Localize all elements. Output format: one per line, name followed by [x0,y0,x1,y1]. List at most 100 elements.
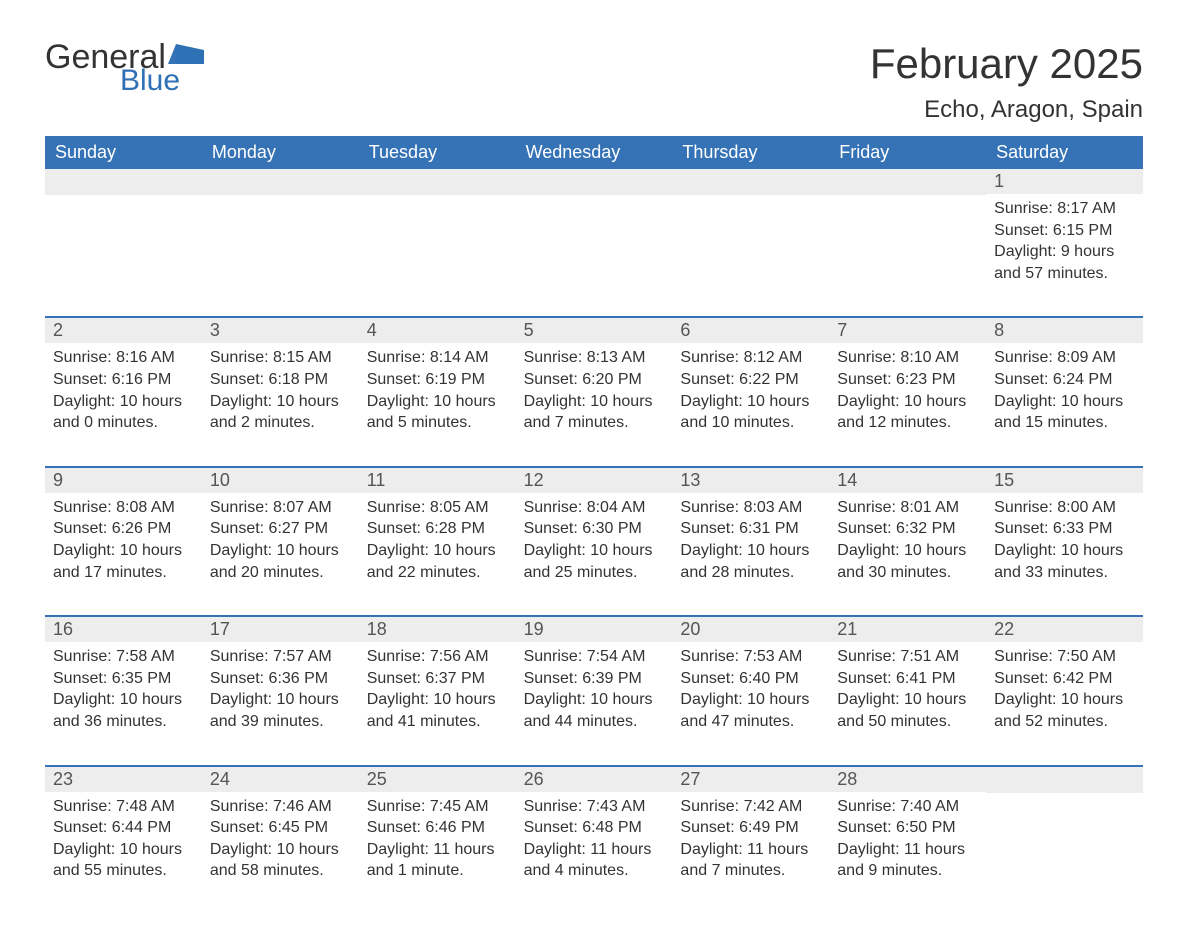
sunset-text: Sunset: 6:28 PM [367,518,508,540]
day-cell: 19Sunrise: 7:54 AMSunset: 6:39 PMDayligh… [516,617,673,736]
sunset-text: Sunset: 6:42 PM [994,668,1135,690]
day-details: Sunrise: 8:08 AMSunset: 6:26 PMDaylight:… [47,493,200,583]
daylight-text: Daylight: 10 hours and 36 minutes. [53,689,194,732]
sunrise-text: Sunrise: 7:45 AM [367,796,508,818]
sunrise-text: Sunrise: 7:46 AM [210,796,351,818]
sunset-text: Sunset: 6:49 PM [680,817,821,839]
day-cell: 3Sunrise: 8:15 AMSunset: 6:18 PMDaylight… [202,318,359,437]
sunrise-text: Sunrise: 7:53 AM [680,646,821,668]
day-details: Sunrise: 8:13 AMSunset: 6:20 PMDaylight:… [518,343,671,433]
day-number: 2 [45,318,202,343]
day-details: Sunrise: 7:51 AMSunset: 6:41 PMDaylight:… [831,642,984,732]
day-number: 1 [986,169,1143,194]
daylight-text: Daylight: 11 hours and 4 minutes. [524,839,665,882]
day-details: Sunrise: 7:57 AMSunset: 6:36 PMDaylight:… [204,642,357,732]
day-number: 27 [672,767,829,792]
sunrise-text: Sunrise: 7:48 AM [53,796,194,818]
sunset-text: Sunset: 6:41 PM [837,668,978,690]
day-number: 11 [359,468,516,493]
day-number: 12 [516,468,673,493]
day-cell-empty [45,169,202,288]
daylight-text: Daylight: 10 hours and 5 minutes. [367,391,508,434]
day-number [986,767,1143,793]
day-details: Sunrise: 7:40 AMSunset: 6:50 PMDaylight:… [831,792,984,882]
sunrise-text: Sunrise: 8:01 AM [837,497,978,519]
daylight-text: Daylight: 9 hours and 57 minutes. [994,241,1135,284]
day-cell: 17Sunrise: 7:57 AMSunset: 6:36 PMDayligh… [202,617,359,736]
day-details: Sunrise: 7:43 AMSunset: 6:48 PMDaylight:… [518,792,671,882]
day-details: Sunrise: 8:05 AMSunset: 6:28 PMDaylight:… [361,493,514,583]
sunrise-text: Sunrise: 7:43 AM [524,796,665,818]
day-cell: 6Sunrise: 8:12 AMSunset: 6:22 PMDaylight… [672,318,829,437]
sunset-text: Sunset: 6:48 PM [524,817,665,839]
day-details: Sunrise: 8:16 AMSunset: 6:16 PMDaylight:… [47,343,200,433]
day-details: Sunrise: 8:00 AMSunset: 6:33 PMDaylight:… [988,493,1141,583]
day-cell: 8Sunrise: 8:09 AMSunset: 6:24 PMDaylight… [986,318,1143,437]
day-details: Sunrise: 8:09 AMSunset: 6:24 PMDaylight:… [988,343,1141,433]
sunrise-text: Sunrise: 8:12 AM [680,347,821,369]
day-cell-empty [672,169,829,288]
day-details: Sunrise: 7:42 AMSunset: 6:49 PMDaylight:… [674,792,827,882]
daylight-text: Daylight: 10 hours and 52 minutes. [994,689,1135,732]
sunset-text: Sunset: 6:37 PM [367,668,508,690]
day-cell: 4Sunrise: 8:14 AMSunset: 6:19 PMDaylight… [359,318,516,437]
day-number: 25 [359,767,516,792]
day-cell: 1Sunrise: 8:17 AMSunset: 6:15 PMDaylight… [986,169,1143,288]
day-cell: 11Sunrise: 8:05 AMSunset: 6:28 PMDayligh… [359,468,516,587]
day-number: 7 [829,318,986,343]
day-cell: 28Sunrise: 7:40 AMSunset: 6:50 PMDayligh… [829,767,986,886]
sunrise-text: Sunrise: 7:57 AM [210,646,351,668]
week-row: 9Sunrise: 8:08 AMSunset: 6:26 PMDaylight… [45,466,1143,587]
day-cell-empty [986,767,1143,886]
day-number: 17 [202,617,359,642]
day-number [202,169,359,195]
sunset-text: Sunset: 6:39 PM [524,668,665,690]
day-cell: 12Sunrise: 8:04 AMSunset: 6:30 PMDayligh… [516,468,673,587]
day-details: Sunrise: 8:10 AMSunset: 6:23 PMDaylight:… [831,343,984,433]
daylight-text: Daylight: 11 hours and 1 minute. [367,839,508,882]
weekday-sunday: Sunday [45,136,202,169]
daylight-text: Daylight: 10 hours and 12 minutes. [837,391,978,434]
day-number [672,169,829,195]
sunrise-text: Sunrise: 7:42 AM [680,796,821,818]
month-title: February 2025 [870,40,1143,88]
daylight-text: Daylight: 11 hours and 9 minutes. [837,839,978,882]
day-number: 3 [202,318,359,343]
daylight-text: Daylight: 10 hours and 30 minutes. [837,540,978,583]
day-details: Sunrise: 7:45 AMSunset: 6:46 PMDaylight:… [361,792,514,882]
week-row: 16Sunrise: 7:58 AMSunset: 6:35 PMDayligh… [45,615,1143,736]
sunrise-text: Sunrise: 8:10 AM [837,347,978,369]
sunrise-text: Sunrise: 7:40 AM [837,796,978,818]
sunrise-text: Sunrise: 7:56 AM [367,646,508,668]
day-cell: 13Sunrise: 8:03 AMSunset: 6:31 PMDayligh… [672,468,829,587]
day-details: Sunrise: 8:15 AMSunset: 6:18 PMDaylight:… [204,343,357,433]
logo: General Blue [45,40,204,96]
sunset-text: Sunset: 6:26 PM [53,518,194,540]
sunrise-text: Sunrise: 8:14 AM [367,347,508,369]
sunrise-text: Sunrise: 7:58 AM [53,646,194,668]
day-number: 22 [986,617,1143,642]
sunrise-text: Sunrise: 7:51 AM [837,646,978,668]
day-number: 6 [672,318,829,343]
daylight-text: Daylight: 10 hours and 50 minutes. [837,689,978,732]
day-cell: 7Sunrise: 8:10 AMSunset: 6:23 PMDaylight… [829,318,986,437]
daylight-text: Daylight: 11 hours and 7 minutes. [680,839,821,882]
weekday-thursday: Thursday [672,136,829,169]
sunset-text: Sunset: 6:36 PM [210,668,351,690]
day-cell: 26Sunrise: 7:43 AMSunset: 6:48 PMDayligh… [516,767,673,886]
weekday-header-row: SundayMondayTuesdayWednesdayThursdayFrid… [45,136,1143,169]
logo-text-blue: Blue [120,66,204,96]
day-number: 13 [672,468,829,493]
location: Echo, Aragon, Spain [870,96,1143,124]
sunset-text: Sunset: 6:30 PM [524,518,665,540]
daylight-text: Daylight: 10 hours and 28 minutes. [680,540,821,583]
day-number: 19 [516,617,673,642]
week-row: 23Sunrise: 7:48 AMSunset: 6:44 PMDayligh… [45,765,1143,886]
sunset-text: Sunset: 6:18 PM [210,369,351,391]
day-number: 24 [202,767,359,792]
day-number: 5 [516,318,673,343]
day-details: Sunrise: 8:07 AMSunset: 6:27 PMDaylight:… [204,493,357,583]
day-details: Sunrise: 7:48 AMSunset: 6:44 PMDaylight:… [47,792,200,882]
day-details: Sunrise: 7:50 AMSunset: 6:42 PMDaylight:… [988,642,1141,732]
sunset-text: Sunset: 6:40 PM [680,668,821,690]
